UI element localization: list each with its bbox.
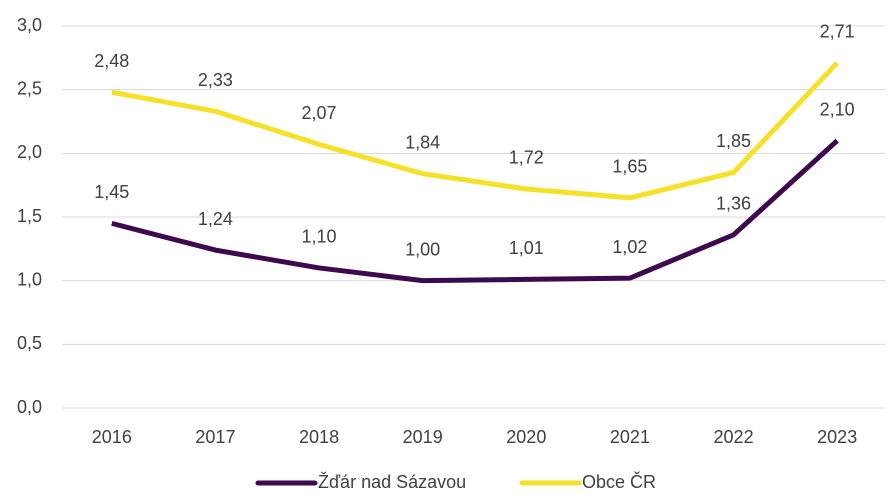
x-tick-label: 2023 [817,427,857,447]
data-label: 2,10 [820,99,855,119]
x-tick-label: 2017 [195,427,235,447]
y-tick-label: 1,0 [17,269,42,289]
data-label: 1,01 [509,238,544,258]
y-tick-label: 1,5 [17,206,42,226]
data-label: 1,36 [716,194,751,214]
data-label: 1,00 [405,239,440,259]
x-tick-label: 2021 [610,427,650,447]
data-label: 1,24 [198,209,233,229]
data-label: 1,10 [302,227,337,247]
data-label: 1,02 [612,237,647,257]
data-label: 1,84 [405,132,440,152]
data-label: 1,72 [509,148,544,168]
data-label: 2,48 [94,51,129,71]
x-tick-label: 2022 [714,427,754,447]
data-label: 2,33 [198,70,233,90]
y-tick-label: 2,5 [17,78,42,98]
x-tick-label: 2020 [506,427,546,447]
x-tick-label: 2016 [92,427,132,447]
series-line [111,138,839,284]
y-tick-label: 2,0 [17,142,42,162]
data-label: 2,07 [302,103,337,123]
data-label: 1,45 [94,182,129,202]
data-label: 1,65 [612,157,647,177]
y-tick-label: 3,0 [17,15,42,35]
legend-label: Obce ČR [582,471,656,492]
x-tick-label: 2019 [403,427,443,447]
data-label: 2,71 [820,22,855,42]
x-tick-label: 2018 [299,427,339,447]
y-tick-label: 0,5 [17,333,42,353]
y-tick-label: 0,0 [17,397,42,417]
series-line [111,61,840,201]
legend-label: Žďár nad Sázavou [318,472,466,492]
data-label: 1,85 [716,131,751,151]
